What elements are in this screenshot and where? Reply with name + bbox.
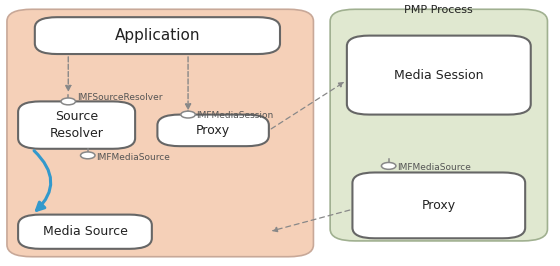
FancyBboxPatch shape (18, 215, 152, 249)
FancyBboxPatch shape (347, 36, 531, 115)
Text: IMFSourceResolver: IMFSourceResolver (77, 93, 162, 102)
FancyBboxPatch shape (35, 17, 280, 54)
Text: IMFMediaSource: IMFMediaSource (96, 153, 170, 162)
Text: PMP Process: PMP Process (404, 5, 473, 15)
Text: Proxy: Proxy (422, 199, 456, 212)
Circle shape (181, 111, 195, 118)
Circle shape (61, 98, 76, 105)
Circle shape (81, 152, 95, 159)
Text: Application: Application (115, 28, 200, 43)
Text: Source
Resolver: Source Resolver (50, 110, 104, 140)
FancyBboxPatch shape (330, 9, 548, 241)
FancyBboxPatch shape (18, 101, 135, 149)
FancyBboxPatch shape (7, 9, 314, 257)
FancyBboxPatch shape (352, 172, 525, 238)
FancyBboxPatch shape (157, 115, 269, 146)
Text: IMFMediaSource: IMFMediaSource (397, 163, 471, 172)
Text: Media Source: Media Source (43, 225, 128, 238)
Circle shape (381, 163, 396, 169)
Text: Media Session: Media Session (394, 69, 483, 82)
Text: Proxy: Proxy (196, 124, 230, 137)
Text: IMFMediaSession: IMFMediaSession (197, 111, 274, 120)
